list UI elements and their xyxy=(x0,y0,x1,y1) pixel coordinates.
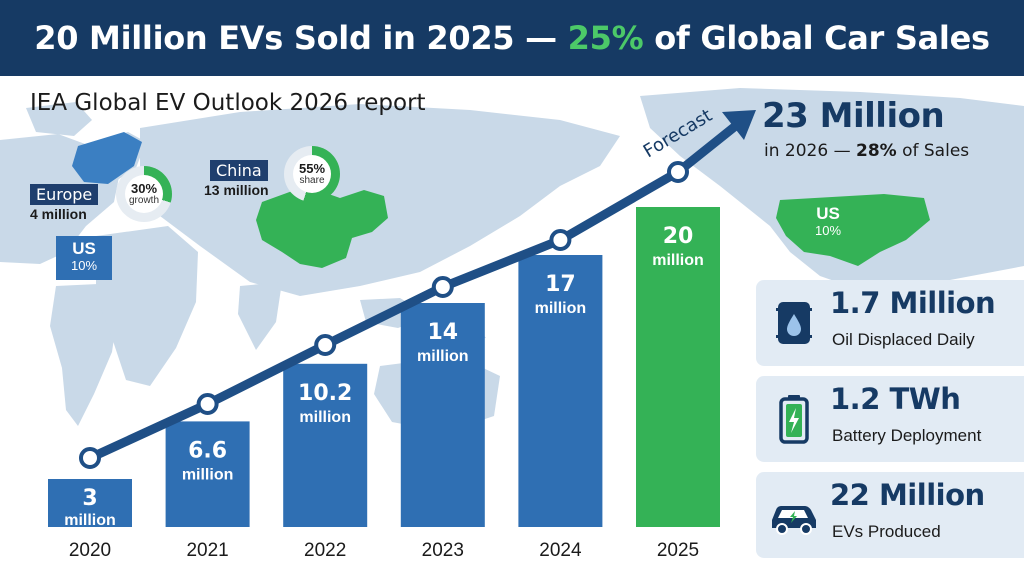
bar-2020 xyxy=(48,479,132,527)
bar-unit-label-2022: million xyxy=(299,409,351,426)
x-tick-2023: 2023 xyxy=(422,540,464,561)
headline-part-1: 20 Million EVs Sold in 2025 — xyxy=(34,19,568,57)
oil-barrel-icon xyxy=(776,302,812,344)
x-tick-2022: 2022 xyxy=(304,540,346,561)
forecast-detail-post: of Sales xyxy=(896,141,970,161)
stat-label-battery: Battery Deployment xyxy=(832,426,982,445)
forecast-detail: in 2026 — 28% of Sales xyxy=(764,141,969,161)
europe-tag: Europe xyxy=(30,184,99,205)
us-map-name: US xyxy=(816,204,840,223)
bar-value-label-2020: 3 xyxy=(82,486,97,511)
us-badge: US 10% xyxy=(56,236,112,280)
forecast-headline: 23 Million xyxy=(762,96,945,136)
battery-icon xyxy=(779,395,809,444)
bar-value-label-2024: 17 xyxy=(545,272,576,297)
car-icon xyxy=(772,506,816,535)
europe-donut-value: 30% xyxy=(130,181,158,196)
us-map-label: US 10% xyxy=(796,204,860,238)
stat-card-production: 22 Million EVs Produced xyxy=(756,472,1024,558)
bar-value-label-2023: 14 xyxy=(427,320,458,345)
headline-highlight: 25% xyxy=(567,19,644,57)
bar-value-label-2022: 10.2 xyxy=(298,381,352,406)
bar-2024 xyxy=(518,255,603,527)
bar-2021 xyxy=(165,421,250,527)
trend-point-2023 xyxy=(431,276,454,298)
x-tick-2021: 2021 xyxy=(186,540,228,561)
bar-value-label-2025: 20 xyxy=(663,224,694,249)
china-donut-caption: share xyxy=(299,175,325,186)
stat-card-battery: 1.2 TWh Battery Deployment xyxy=(756,376,1024,462)
trend-arrowhead xyxy=(722,110,756,140)
bar-unit-label-2023: million xyxy=(417,348,469,365)
europe-sales: 4 million xyxy=(30,206,87,222)
china-sales: 13 million xyxy=(204,182,269,198)
trend-point-2021 xyxy=(196,393,219,415)
us-map-share: 10% xyxy=(814,222,842,238)
china-share-donut: 55% share xyxy=(284,146,340,202)
stat-label-production: EVs Produced xyxy=(832,522,941,541)
trend-point-2025 xyxy=(667,161,689,183)
stat-value-oil: 1.7 Million xyxy=(830,286,996,320)
stat-label-oil: Oil Displaced Daily xyxy=(832,330,975,349)
china-tag: China xyxy=(210,160,268,181)
bar-unit-label-2020: million xyxy=(64,512,116,529)
report-subtitle: IEA Global EV Outlook 2026 report xyxy=(30,90,426,116)
x-tick-2025: 2025 xyxy=(657,540,699,561)
stat-value-production: 22 Million xyxy=(830,478,985,512)
headline: 20 Million EVs Sold in 2025 — 25% of Glo… xyxy=(34,19,990,57)
bar-unit-label-2024: million xyxy=(535,300,587,317)
china-donut-center: 55% share xyxy=(293,155,331,193)
us-badge-share: 10% xyxy=(70,257,98,273)
europe-donut-center: 30% growth xyxy=(125,175,163,213)
bar-2023 xyxy=(400,303,485,527)
trend-point-2020 xyxy=(79,447,101,469)
bar-unit-label-2025: million xyxy=(652,252,704,269)
stat-value-battery: 1.2 TWh xyxy=(830,382,961,416)
header-banner: 20 Million EVs Sold in 2025 — 25% of Glo… xyxy=(0,0,1024,76)
forecast-share: 28% xyxy=(855,141,897,161)
europe-growth-donut: 30% growth xyxy=(116,166,172,222)
x-tick-2020: 2020 xyxy=(69,540,111,561)
trend-point-2022 xyxy=(314,334,337,356)
x-tick-2024: 2024 xyxy=(539,540,582,561)
bar-value-label-2021: 6.6 xyxy=(188,438,227,463)
stat-card-oil: 1.7 Million Oil Displaced Daily xyxy=(756,280,1024,366)
trend-point-2024 xyxy=(549,229,572,251)
bar-2022 xyxy=(283,363,368,527)
europe-donut-caption: growth xyxy=(128,195,159,206)
us-badge-name: US xyxy=(72,239,96,258)
bar-unit-label-2021: million xyxy=(182,466,234,483)
headline-part-2: of Global Car Sales xyxy=(643,19,990,57)
china-donut-value: 55% xyxy=(298,161,326,176)
bar-2025 xyxy=(636,207,720,527)
forecast-detail-pre: in 2026 — xyxy=(764,141,856,161)
